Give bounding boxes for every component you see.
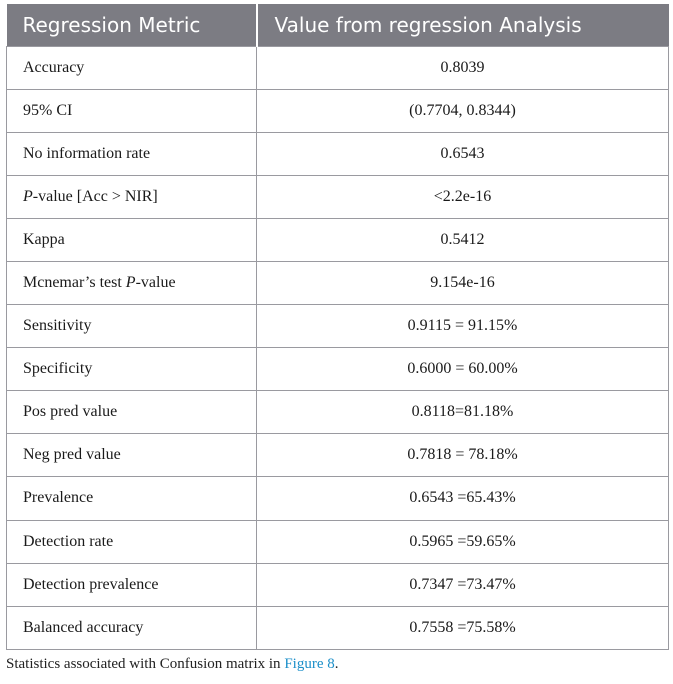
metric-text: -value: [135, 274, 176, 292]
caption-text: Statistics associated with Confusion mat…: [6, 656, 285, 672]
metric-cell: Accuracy: [6, 45, 257, 90]
value-cell: 0.5412: [256, 217, 669, 262]
table-caption: Statistics associated with Confusion mat…: [6, 656, 338, 673]
figure-link[interactable]: Figure 8: [284, 656, 335, 672]
metric-cell: Detection prevalence: [6, 562, 257, 607]
metric-cell: Detection rate: [6, 519, 257, 564]
value-cell: <2.2e-16: [256, 174, 669, 219]
table-row: Accuracy 0.8039: [6, 45, 669, 90]
metric-text: Mcnemar’s test: [23, 274, 126, 292]
value-cell: 0.7558 =75.58%: [256, 605, 669, 650]
table-row: Mcnemar’s test P-value 9.154e-16: [6, 260, 669, 306]
metric-cell: No information rate: [6, 131, 257, 176]
statistics-table: Regression Metric Value from regression …: [6, 4, 669, 650]
italic-p: P: [23, 187, 33, 205]
metric-cell: Balanced accuracy: [6, 605, 257, 650]
metric-cell: Mcnemar’s test P-value: [6, 260, 257, 306]
statistics-table-container: Regression Metric Value from regression …: [6, 4, 669, 650]
table-row: Kappa 0.5412: [6, 217, 669, 262]
table-header-row: Regression Metric Value from regression …: [6, 4, 669, 46]
table-row: No information rate 0.6543: [6, 131, 669, 176]
value-cell: 0.6543 =65.43%: [256, 476, 669, 521]
italic-p: P: [125, 274, 136, 292]
value-cell: (0.7704, 0.8344): [256, 88, 669, 133]
table-row: Pos pred value 0.8118=81.18%: [6, 390, 669, 435]
metric-cell: Pos pred value: [6, 390, 257, 435]
header-value: Value from regression Analysis: [256, 4, 669, 46]
caption-end: .: [334, 656, 339, 672]
value-cell: 9.154e-16: [256, 260, 669, 306]
header-metric: Regression Metric: [6, 4, 258, 46]
table-row: Prevalence 0.6543 =65.43%: [6, 476, 669, 521]
value-cell: 0.9115 = 91.15%: [256, 304, 669, 349]
metric-cell: Prevalence: [6, 476, 257, 521]
table-row: 95% CI (0.7704, 0.8344): [6, 88, 669, 133]
metric-cell: Neg pred value: [6, 433, 257, 478]
table-row: Balanced accuracy 0.7558 =75.58%: [6, 605, 669, 650]
value-cell: 0.6543: [256, 131, 669, 176]
value-cell: 0.8118=81.18%: [256, 390, 669, 435]
table-row: Neg pred value 0.7818 = 78.18%: [6, 433, 669, 478]
table-row: Detection prevalence 0.7347 =73.47%: [6, 562, 669, 607]
value-cell: 0.7818 = 78.18%: [256, 433, 669, 478]
metric-cell: Kappa: [6, 217, 257, 262]
metric-cell: P-value [Acc > NIR]: [6, 174, 257, 219]
table-row: P-value [Acc > NIR] <2.2e-16: [6, 174, 669, 219]
metric-text: -value [Acc > NIR]: [32, 187, 158, 205]
value-cell: 0.5965 =59.65%: [256, 519, 669, 564]
value-cell: 0.8039: [256, 45, 669, 90]
metric-cell: 95% CI: [6, 88, 257, 133]
value-cell: 0.6000 = 60.00%: [256, 347, 669, 392]
table-row: Detection rate 0.5965 =59.65%: [6, 519, 669, 564]
value-cell: 0.7347 =73.47%: [256, 562, 669, 607]
table-row: Specificity 0.6000 = 60.00%: [6, 347, 669, 392]
table-row: Sensitivity 0.9115 = 91.15%: [6, 304, 669, 349]
metric-cell: Sensitivity: [6, 304, 257, 349]
metric-cell: Specificity: [6, 347, 257, 392]
